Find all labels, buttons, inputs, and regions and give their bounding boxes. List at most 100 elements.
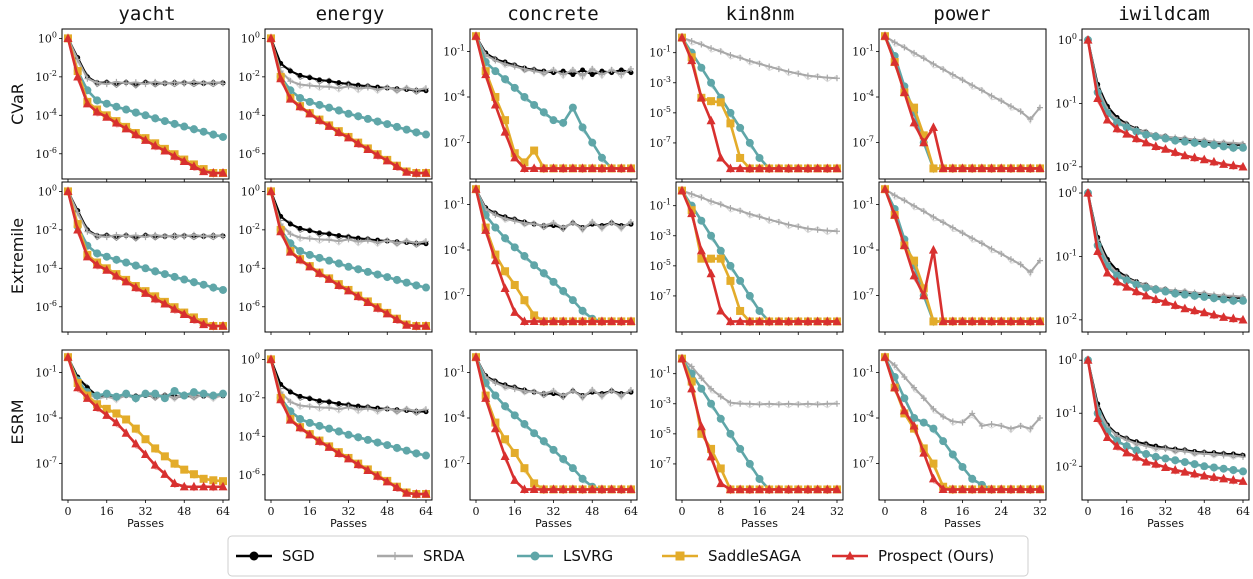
data-point-marker xyxy=(471,184,481,193)
data-point-marker xyxy=(726,429,735,438)
data-point-marker xyxy=(336,233,342,239)
row-label-esrm: ESRM xyxy=(8,399,27,444)
series-line xyxy=(1087,192,1244,298)
legend-label: SaddleSAGA xyxy=(708,547,802,565)
data-point-marker xyxy=(969,82,976,89)
data-point-marker xyxy=(1017,261,1024,268)
data-point-marker xyxy=(122,105,131,114)
data-point-marker xyxy=(93,391,102,400)
data-point-marker xyxy=(1170,147,1180,156)
data-point-marker xyxy=(355,403,361,409)
data-point-marker xyxy=(481,225,491,234)
data-point-marker xyxy=(716,98,725,107)
data-point-marker xyxy=(716,152,726,162)
data-point-marker xyxy=(977,316,987,326)
data-point-marker xyxy=(578,163,588,173)
data-point-marker xyxy=(919,290,929,300)
data-point-marker xyxy=(92,402,102,411)
series-line xyxy=(1086,192,1243,303)
y-tick-label: 100 xyxy=(38,183,57,198)
data-point-marker xyxy=(930,213,937,220)
x-tick-label: 0 xyxy=(473,505,480,518)
data-point-marker xyxy=(550,66,557,73)
data-point-marker xyxy=(1190,460,1199,469)
series-saddlesaga xyxy=(267,187,430,331)
data-point-marker xyxy=(834,400,840,407)
data-point-marker xyxy=(1142,130,1151,139)
data-point-marker xyxy=(929,164,938,173)
data-point-marker xyxy=(490,423,500,433)
data-point-marker xyxy=(766,216,773,223)
data-point-marker xyxy=(209,283,218,292)
plot-area xyxy=(471,184,636,327)
data-point-marker xyxy=(402,125,411,134)
data-point-marker xyxy=(218,168,228,177)
data-point-marker xyxy=(402,320,412,329)
data-point-marker xyxy=(287,389,293,395)
data-point-marker xyxy=(519,484,529,494)
data-point-marker xyxy=(920,208,927,215)
data-point-marker xyxy=(1219,464,1228,473)
x-tick-label: 32 xyxy=(139,505,153,518)
data-point-marker xyxy=(297,72,303,78)
data-point-marker xyxy=(373,303,383,312)
series-lsvrg xyxy=(1084,356,1247,476)
data-point-marker xyxy=(471,31,481,40)
data-point-marker xyxy=(804,72,811,79)
data-point-marker xyxy=(1219,159,1229,168)
data-point-marker xyxy=(756,60,763,67)
data-point-marker xyxy=(344,430,353,439)
data-point-marker xyxy=(403,85,410,92)
series-prospect-ours xyxy=(471,31,636,174)
data-point-marker xyxy=(697,254,706,263)
data-point-marker xyxy=(520,158,529,167)
legend-label: Prospect (Ours) xyxy=(878,547,994,565)
data-point-marker xyxy=(745,163,755,173)
data-point-marker xyxy=(326,83,333,90)
data-point-marker xyxy=(746,58,753,65)
series-variance-line xyxy=(270,188,427,248)
data-point-marker xyxy=(314,115,324,124)
plot-area xyxy=(677,353,842,495)
chart-panel: 100 10-2 10-4 10-6 xyxy=(238,28,433,182)
data-point-marker xyxy=(171,79,178,86)
data-point-marker xyxy=(616,484,626,494)
data-point-marker xyxy=(190,78,197,85)
y-tick-label: 10-4 xyxy=(852,242,874,257)
data-point-marker xyxy=(824,74,831,81)
data-point-marker xyxy=(491,67,500,76)
data-point-marker xyxy=(324,274,334,283)
y-tick-label: 10-1 xyxy=(1055,95,1077,110)
data-point-marker xyxy=(795,223,802,230)
data-point-marker xyxy=(363,267,372,276)
data-point-marker xyxy=(785,400,792,407)
data-point-marker xyxy=(510,411,519,420)
data-point-marker xyxy=(901,197,908,204)
series-lsvrg xyxy=(64,34,227,141)
data-point-marker xyxy=(73,71,83,81)
data-point-marker xyxy=(392,122,401,131)
series-prospect-ours xyxy=(677,32,842,174)
data-point-marker xyxy=(510,280,519,289)
series-line xyxy=(66,191,224,292)
data-point-marker xyxy=(531,389,538,396)
data-point-marker xyxy=(579,393,586,400)
data-point-marker xyxy=(73,224,83,234)
x-tick-label: 64 xyxy=(624,505,638,518)
data-point-marker xyxy=(382,308,392,318)
data-point-marker xyxy=(392,482,402,492)
data-point-marker xyxy=(402,167,412,176)
square-marker-icon xyxy=(675,551,685,561)
data-point-marker xyxy=(1093,246,1103,256)
y-tick-label: 100 xyxy=(1058,32,1077,47)
plot-area xyxy=(880,31,1045,174)
data-point-marker xyxy=(996,316,1006,326)
data-point-marker xyxy=(949,418,956,425)
data-point-marker xyxy=(940,66,947,73)
data-point-marker xyxy=(295,422,305,432)
x-tick-label: 16 xyxy=(303,505,317,518)
series-variance-line xyxy=(681,34,838,174)
x-tick-label: 0 xyxy=(679,505,686,518)
data-point-marker xyxy=(123,233,130,240)
